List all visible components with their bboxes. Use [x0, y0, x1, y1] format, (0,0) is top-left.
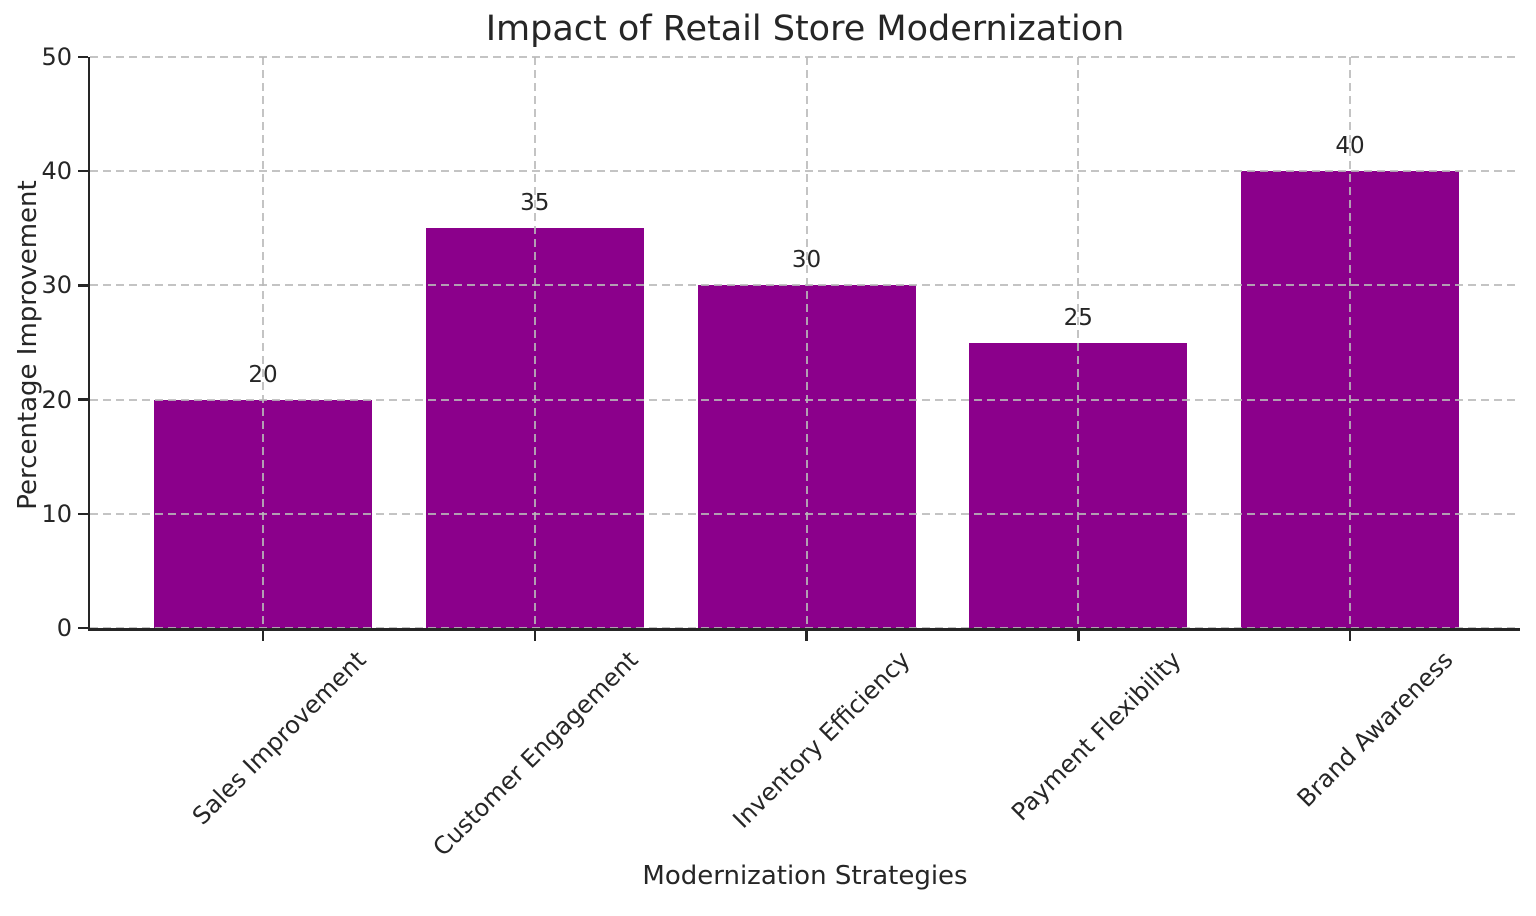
x-tick-mark-inventory-efficiency — [805, 631, 808, 641]
bar-value-label-sales-improvement: 20 — [248, 361, 278, 388]
bar-value-label-inventory-efficiency: 30 — [791, 247, 822, 274]
chart-title: Impact of Retail Store Modernization — [485, 9, 1125, 49]
x-axis-title: Modernization Strategies — [642, 861, 968, 891]
h-gridline-40 — [90, 170, 1520, 173]
y-tick-label-40: 40 — [41, 157, 72, 186]
y-tick-mark-50 — [78, 55, 88, 59]
y-tick-label-50: 50 — [41, 43, 72, 71]
v-gridline-payment-flexibility — [1077, 57, 1080, 628]
bar-value-label-brand-awareness: 40 — [1335, 133, 1365, 160]
y-tick-label-20: 20 — [41, 385, 72, 414]
h-gridline-30 — [90, 284, 1520, 287]
x-tick-mark-payment-flexibility — [1077, 631, 1080, 641]
h-gridline-50 — [90, 56, 1520, 58]
bar-value-label-customer-engagement: 35 — [520, 190, 550, 217]
x-tick-mark-sales-improvement — [261, 631, 265, 641]
v-gridline-sales-improvement — [262, 57, 264, 628]
y-tick-label-30: 30 — [41, 271, 72, 300]
h-gridline-20 — [90, 398, 1520, 401]
y-tick-mark-40 — [78, 169, 88, 173]
y-tick-label-0: 0 — [56, 614, 72, 642]
x-tick-mark-customer-engagement — [533, 631, 536, 641]
x-tick-mark-brand-awareness — [1348, 631, 1352, 641]
h-gridline-10 — [90, 512, 1520, 515]
x-tick-label-brand-awareness: Brand Awareness — [1291, 645, 1459, 813]
x-tick-label-sales-improvement: Sales Improvement — [186, 645, 372, 831]
x-axis-spine — [88, 628, 1520, 631]
y-tick-mark-30 — [78, 284, 88, 287]
y-tick-mark-0 — [78, 626, 88, 630]
v-gridline-customer-engagement — [533, 57, 536, 628]
x-tick-label-customer-engagement: Customer Engagement — [427, 645, 644, 862]
y-axis-spine — [88, 57, 90, 630]
y-tick-mark-20 — [78, 398, 88, 401]
v-gridline-brand-awareness — [1349, 57, 1351, 628]
y-tick-mark-10 — [78, 512, 88, 516]
bar-value-label-payment-flexibility: 25 — [1063, 304, 1093, 331]
x-tick-label-inventory-efficiency: Inventory Efficiency — [727, 645, 916, 834]
x-tick-label-payment-flexibility: Payment Flexibility — [1006, 645, 1187, 827]
y-tick-label-10: 10 — [41, 499, 72, 528]
v-gridline-inventory-efficiency — [805, 57, 808, 628]
